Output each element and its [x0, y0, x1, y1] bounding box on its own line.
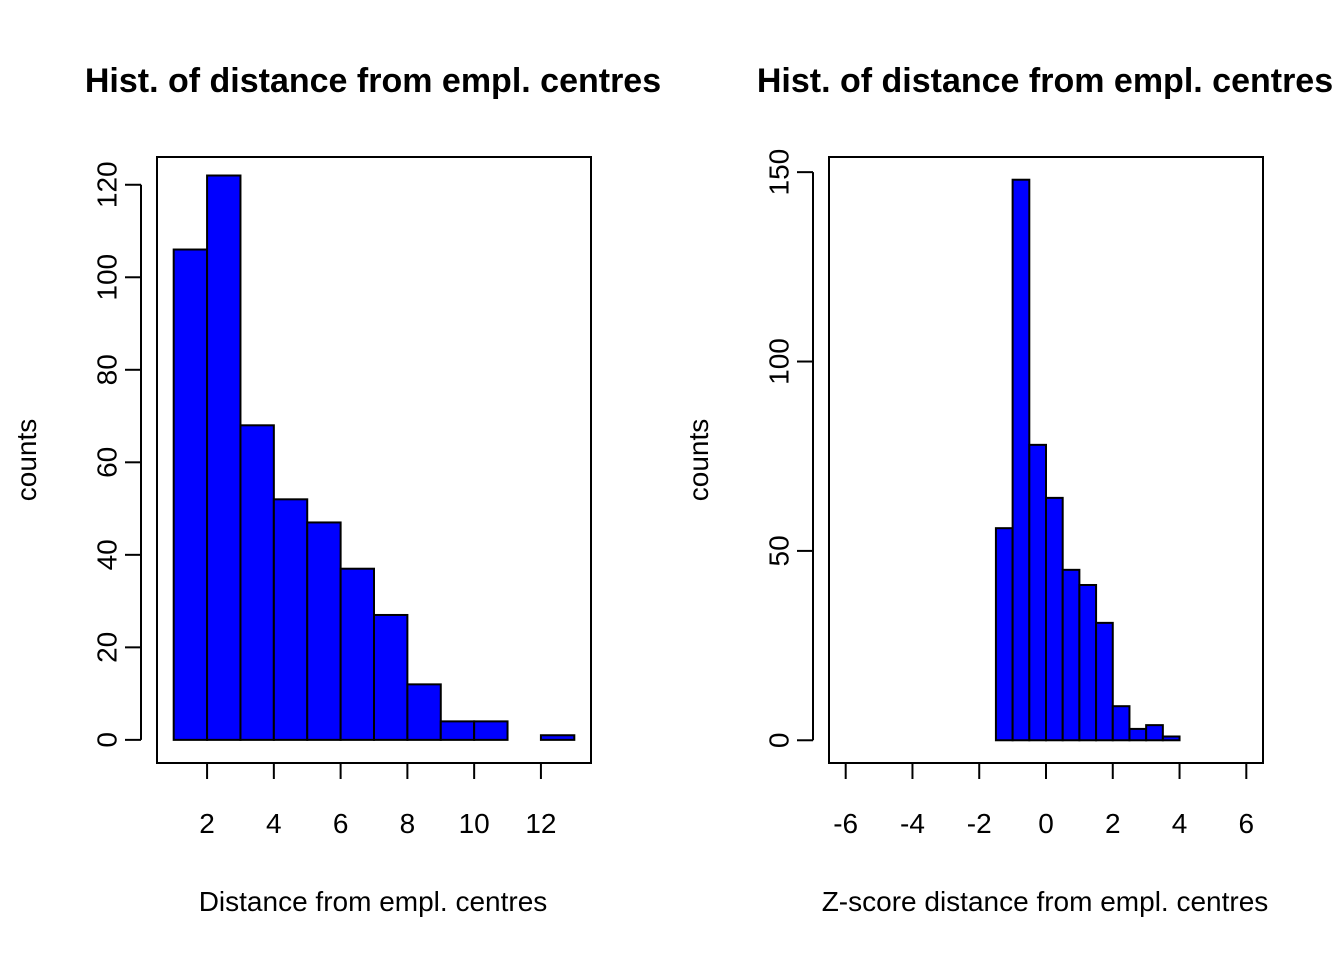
left-histogram-panel: Hist. of distance from empl. centres 020… [11, 62, 661, 917]
left-histogram-bar [339, 567, 376, 741]
right-histogram-bar [1028, 443, 1048, 742]
left-histogram-bar [172, 248, 209, 741]
right-x-tick-label: -2 [967, 808, 992, 839]
right-y-tick-label: 0 [764, 732, 795, 748]
left-histogram-bar [206, 174, 242, 741]
left-y-axis-label: counts [11, 419, 42, 502]
right-histogram-bar [994, 527, 1014, 742]
right-y-axis-label: counts [683, 419, 714, 502]
left-y-tick-label: 60 [92, 447, 123, 478]
left-y-tick-label: 120 [92, 161, 123, 208]
left-x-tick-label: 4 [266, 808, 282, 839]
right-x-tick-label: 2 [1105, 808, 1121, 839]
left-x-tick-label: 12 [525, 808, 556, 839]
right-y-tick-label: 50 [764, 535, 795, 566]
right-histogram-bar [1011, 178, 1031, 742]
right-x-axis-label: Z-score distance from empl. centres [822, 886, 1269, 917]
right-histogram-bar [1111, 705, 1131, 742]
left-histogram-bar [539, 734, 576, 741]
right-histogram-bar [1095, 621, 1114, 742]
right-x-tick-label: -6 [833, 808, 858, 839]
left-x-axis: 2 4 6 8 10 12 [199, 762, 557, 839]
right-x-axis: -6 -4 -2 0 2 4 6 [833, 762, 1255, 839]
right-histogram-bar [1128, 727, 1148, 742]
right-histogram-bar [1145, 724, 1164, 742]
left-x-tick-label: 6 [333, 808, 349, 839]
left-x-axis-label: Distance from empl. centres [199, 886, 548, 917]
left-histogram-bar [373, 613, 409, 741]
right-chart-title: Hist. of distance from empl. centres [757, 62, 1333, 100]
left-histogram-bar [306, 521, 342, 741]
left-histogram-bar [406, 683, 442, 741]
left-histogram-bar [473, 720, 509, 741]
right-histogram-bar [1045, 496, 1064, 742]
left-y-tick-label: 100 [92, 254, 123, 301]
right-x-tick-label: 6 [1239, 808, 1255, 839]
left-histogram-bar [239, 424, 275, 741]
right-y-axis: 0 50 100 150 [764, 149, 814, 748]
right-histogram-panel: Hist. of distance from empl. centres 0 50… [683, 62, 1333, 917]
left-chart-title: Hist. of distance from empl. centres [85, 62, 661, 100]
right-x-tick-label: -4 [900, 808, 925, 839]
left-y-tick-label: 0 [92, 732, 123, 748]
left-bars [172, 174, 576, 741]
right-x-tick-label: 4 [1172, 808, 1188, 839]
right-y-tick-label: 100 [764, 338, 795, 385]
right-x-tick-label: 0 [1038, 808, 1054, 839]
right-histogram-bar [1078, 583, 1098, 742]
right-y-tick-label: 150 [764, 149, 795, 196]
right-histogram-bar [1061, 568, 1081, 742]
left-y-axis: 0 20 40 60 80 100 120 [92, 161, 142, 748]
right-bars [994, 178, 1181, 742]
left-y-tick-label: 80 [92, 354, 123, 385]
left-y-tick-label: 40 [92, 539, 123, 570]
left-histogram-bar [272, 498, 309, 741]
left-y-tick-label: 20 [92, 632, 123, 663]
right-histogram-bar [1161, 735, 1181, 742]
left-x-tick-label: 8 [400, 808, 416, 839]
left-histogram-bar [439, 720, 476, 741]
left-x-tick-label: 2 [199, 808, 215, 839]
left-x-tick-label: 10 [459, 808, 490, 839]
